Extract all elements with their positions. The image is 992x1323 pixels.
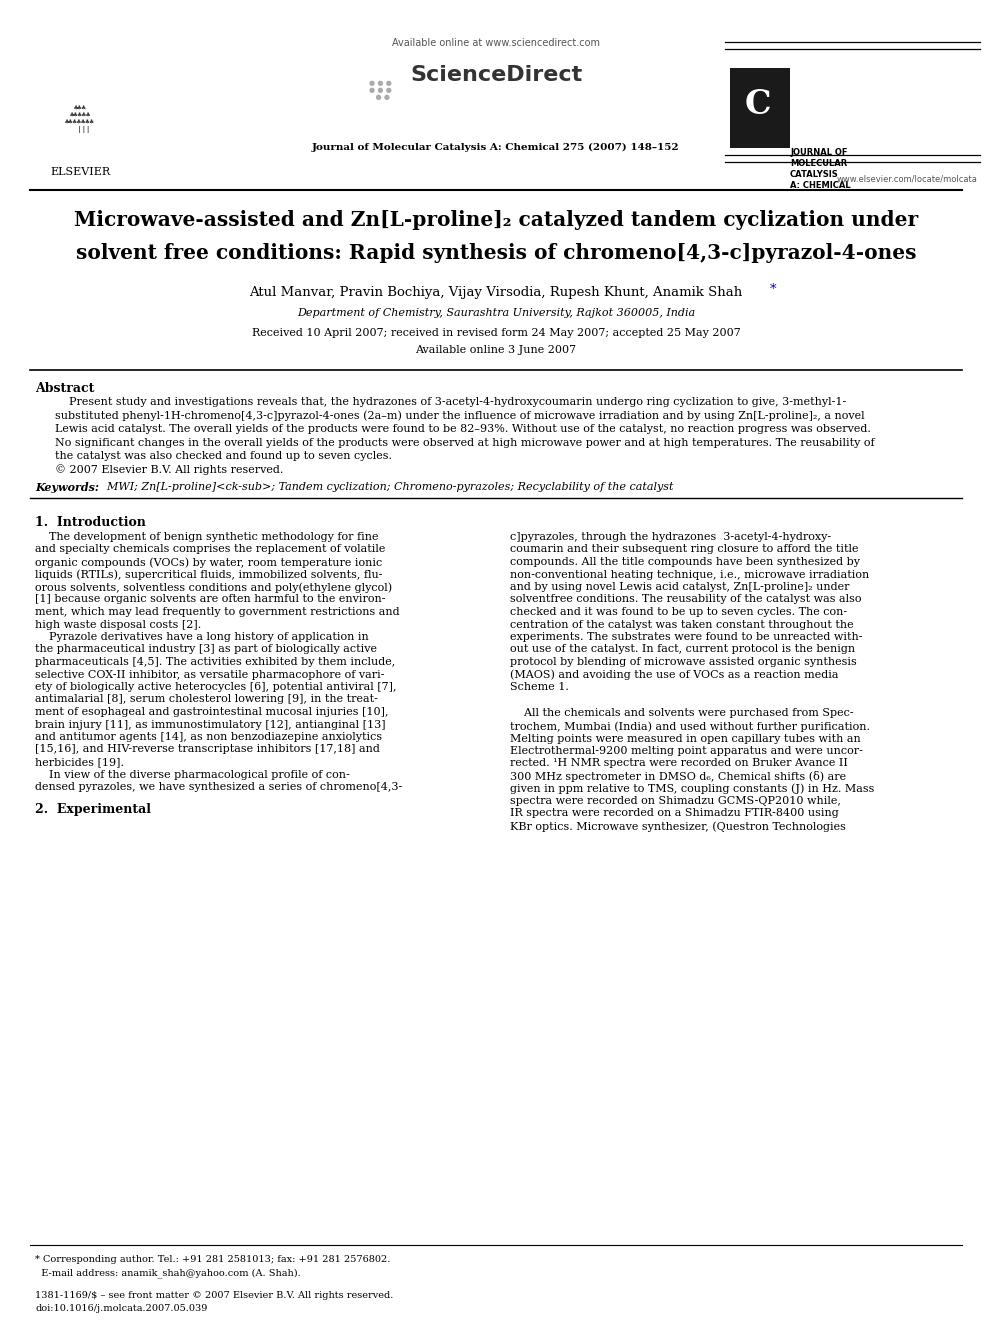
Text: the pharmaceutical industry [3] as part of biologically active: the pharmaceutical industry [3] as part …	[35, 644, 377, 655]
Text: [15,16], and HIV-reverse transcriptase inhibitors [17,18] and: [15,16], and HIV-reverse transcriptase i…	[35, 745, 380, 754]
Text: www.elsevier.com/locate/molcata: www.elsevier.com/locate/molcata	[837, 175, 978, 184]
Text: JOURNAL OF
MOLECULAR
CATALYSIS
A: CHEMICAL: JOURNAL OF MOLECULAR CATALYSIS A: CHEMIC…	[790, 148, 850, 191]
Text: checked and it was found to be up to seven cycles. The con-: checked and it was found to be up to sev…	[510, 607, 847, 617]
Text: substituted phenyl-1H-chromeno[4,3-c]pyrazol-4-ones (2a–m) under the influence o: substituted phenyl-1H-chromeno[4,3-c]pyr…	[55, 410, 865, 421]
Text: IR spectra were recorded on a Shimadzu FTIR-8400 using: IR spectra were recorded on a Shimadzu F…	[510, 808, 839, 819]
Text: spectra were recorded on Shimadzu GCMS-QP2010 while,: spectra were recorded on Shimadzu GCMS-Q…	[510, 796, 841, 806]
Text: doi:10.1016/j.molcata.2007.05.039: doi:10.1016/j.molcata.2007.05.039	[35, 1304, 207, 1312]
Text: Available online at www.sciencedirect.com: Available online at www.sciencedirect.co…	[392, 38, 600, 48]
Text: centration of the catalyst was taken constant throughout the: centration of the catalyst was taken con…	[510, 619, 854, 630]
Text: KBr optics. Microwave synthesizer, (Questron Technologies: KBr optics. Microwave synthesizer, (Ques…	[510, 822, 846, 832]
Text: C: C	[745, 89, 771, 122]
Text: Present study and investigations reveals that, the hydrazones of 3-acetyl-4-hydr: Present study and investigations reveals…	[55, 397, 846, 407]
Text: Keywords:: Keywords:	[35, 482, 99, 493]
Text: ● ● ●
● ● ●
  ● ●: ● ● ● ● ● ● ● ●	[369, 79, 392, 101]
FancyBboxPatch shape	[730, 67, 790, 148]
Text: solventfree conditions. The reusability of the catalyst was also: solventfree conditions. The reusability …	[510, 594, 861, 605]
Text: Microwave-assisted and Zn[L-proline]₂ catalyzed tandem cyclization under: Microwave-assisted and Zn[L-proline]₂ ca…	[74, 210, 918, 230]
Text: out use of the catalyst. In fact, current protocol is the benign: out use of the catalyst. In fact, curren…	[510, 644, 855, 655]
Text: 300 MHz spectrometer in DMSO d₆, Chemical shifts (δ) are: 300 MHz spectrometer in DMSO d₆, Chemica…	[510, 771, 846, 782]
Text: [1] because organic solvents are often harmful to the environ-: [1] because organic solvents are often h…	[35, 594, 386, 605]
Text: ScienceDirect: ScienceDirect	[410, 65, 582, 85]
Text: antimalarial [8], serum cholesterol lowering [9], in the treat-: antimalarial [8], serum cholesterol lowe…	[35, 695, 378, 705]
Text: pharmaceuticals [4,5]. The activities exhibited by them include,: pharmaceuticals [4,5]. The activities ex…	[35, 658, 395, 667]
Text: Lewis acid catalyst. The overall yields of the products were found to be 82–93%.: Lewis acid catalyst. The overall yields …	[55, 423, 871, 434]
Text: Scheme 1.: Scheme 1.	[510, 681, 568, 692]
Text: orous solvents, solventless conditions and poly(ethylene glycol): orous solvents, solventless conditions a…	[35, 582, 392, 593]
Text: Electrothermal-9200 melting point apparatus and were uncor-: Electrothermal-9200 melting point appara…	[510, 746, 863, 755]
Text: Department of Chemistry, Saurashtra University, Rajkot 360005, India: Department of Chemistry, Saurashtra Univ…	[297, 308, 695, 318]
Text: No significant changes in the overall yields of the products were observed at hi: No significant changes in the overall yi…	[55, 438, 875, 447]
Text: Pyrazole derivatives have a long history of application in: Pyrazole derivatives have a long history…	[35, 632, 369, 642]
Text: the catalyst was also checked and found up to seven cycles.: the catalyst was also checked and found …	[55, 451, 392, 460]
Text: trochem, Mumbai (India) and used without further purification.: trochem, Mumbai (India) and used without…	[510, 721, 870, 732]
Text: given in ppm relative to TMS, coupling constants (J) in Hz. Mass: given in ppm relative to TMS, coupling c…	[510, 783, 874, 794]
Text: ♣♣♣
♣♣♣♣♣
♣♣♣♣♣♣♣
  |||: ♣♣♣ ♣♣♣♣♣ ♣♣♣♣♣♣♣ |||	[65, 105, 95, 134]
Text: high waste disposal costs [2].: high waste disposal costs [2].	[35, 619, 201, 630]
Text: and antitumor agents [14], as non benzodiazepine anxiolytics: and antitumor agents [14], as non benzod…	[35, 732, 382, 742]
Text: (MAOS) and avoiding the use of VOCs as a reaction media: (MAOS) and avoiding the use of VOCs as a…	[510, 669, 838, 680]
Text: compounds. All the title compounds have been synthesized by: compounds. All the title compounds have …	[510, 557, 860, 568]
Text: *: *	[770, 283, 777, 296]
Text: ment of esophageal and gastrointestinal mucosal injuries [10],: ment of esophageal and gastrointestinal …	[35, 706, 389, 717]
Text: liquids (RTILs), supercritical fluids, immobilized solvents, flu-: liquids (RTILs), supercritical fluids, i…	[35, 569, 383, 579]
Text: Atul Manvar, Pravin Bochiya, Vijay Virsodia, Rupesh Khunt, Anamik Shah: Atul Manvar, Pravin Bochiya, Vijay Virso…	[249, 286, 743, 299]
Text: All the chemicals and solvents were purchased from Spec-: All the chemicals and solvents were purc…	[510, 709, 854, 718]
Text: Received 10 April 2007; received in revised form 24 May 2007; accepted 25 May 20: Received 10 April 2007; received in revi…	[252, 328, 740, 337]
Text: Journal of Molecular Catalysis A: Chemical 275 (2007) 148–152: Journal of Molecular Catalysis A: Chemic…	[312, 143, 680, 152]
Text: MWI; Zn[L-proline]<ck-sub>; Tandem cyclization; Chromeno-pyrazoles; Recyclabilit: MWI; Zn[L-proline]<ck-sub>; Tandem cycli…	[100, 482, 674, 492]
Text: non-conventional heating technique, i.e., microwave irradiation: non-conventional heating technique, i.e.…	[510, 569, 869, 579]
Text: experiments. The substrates were found to be unreacted with-: experiments. The substrates were found t…	[510, 632, 862, 642]
Text: In view of the diverse pharmacological profile of con-: In view of the diverse pharmacological p…	[35, 770, 350, 779]
Text: organic compounds (VOCs) by water, room temperature ionic: organic compounds (VOCs) by water, room …	[35, 557, 382, 568]
Text: protocol by blending of microwave assisted organic synthesis: protocol by blending of microwave assist…	[510, 658, 857, 667]
Text: * Corresponding author. Tel.: +91 281 2581013; fax: +91 281 2576802.: * Corresponding author. Tel.: +91 281 25…	[35, 1256, 391, 1263]
Text: Melting points were measured in open capillary tubes with an: Melting points were measured in open cap…	[510, 733, 861, 744]
Text: c]pyrazoles, through the hydrazones  3-acetyl-4-hydroxy-: c]pyrazoles, through the hydrazones 3-ac…	[510, 532, 831, 542]
Text: Available online 3 June 2007: Available online 3 June 2007	[416, 345, 576, 355]
Text: densed pyrazoles, we have synthesized a series of chromeno[4,3-: densed pyrazoles, we have synthesized a …	[35, 782, 402, 792]
Text: ELSEVIER: ELSEVIER	[50, 167, 110, 177]
Text: © 2007 Elsevier B.V. All rights reserved.: © 2007 Elsevier B.V. All rights reserved…	[55, 464, 284, 475]
Text: herbicides [19].: herbicides [19].	[35, 757, 124, 767]
Text: E-mail address: anamik_shah@yahoo.com (A. Shah).: E-mail address: anamik_shah@yahoo.com (A…	[35, 1267, 301, 1278]
Text: ment, which may lead frequently to government restrictions and: ment, which may lead frequently to gover…	[35, 607, 400, 617]
Text: 2.  Experimental: 2. Experimental	[35, 803, 151, 815]
Text: 1381-1169/$ – see front matter © 2007 Elsevier B.V. All rights reserved.: 1381-1169/$ – see front matter © 2007 El…	[35, 1291, 394, 1301]
Text: brain injury [11], as immunostimulatory [12], antianginal [13]: brain injury [11], as immunostimulatory …	[35, 720, 386, 729]
Text: 1.  Introduction: 1. Introduction	[35, 516, 146, 529]
Text: coumarin and their subsequent ring closure to afford the title: coumarin and their subsequent ring closu…	[510, 545, 858, 554]
Text: Abstract: Abstract	[35, 382, 94, 396]
Text: solvent free conditions: Rapid synthesis of chromeno[4,3-c]pyrazol-4-ones: solvent free conditions: Rapid synthesis…	[75, 243, 917, 263]
Text: rected. ¹H NMR spectra were recorded on Bruker Avance II: rected. ¹H NMR spectra were recorded on …	[510, 758, 848, 769]
Text: and by using novel Lewis acid catalyst, Zn[L-proline]₂ under: and by using novel Lewis acid catalyst, …	[510, 582, 849, 591]
Text: and specialty chemicals comprises the replacement of volatile: and specialty chemicals comprises the re…	[35, 545, 385, 554]
Text: The development of benign synthetic methodology for fine: The development of benign synthetic meth…	[35, 532, 379, 542]
Text: selective COX-II inhibitor, as versatile pharmacophore of vari-: selective COX-II inhibitor, as versatile…	[35, 669, 385, 680]
Text: ety of biologically active heterocycles [6], potential antiviral [7],: ety of biologically active heterocycles …	[35, 681, 397, 692]
